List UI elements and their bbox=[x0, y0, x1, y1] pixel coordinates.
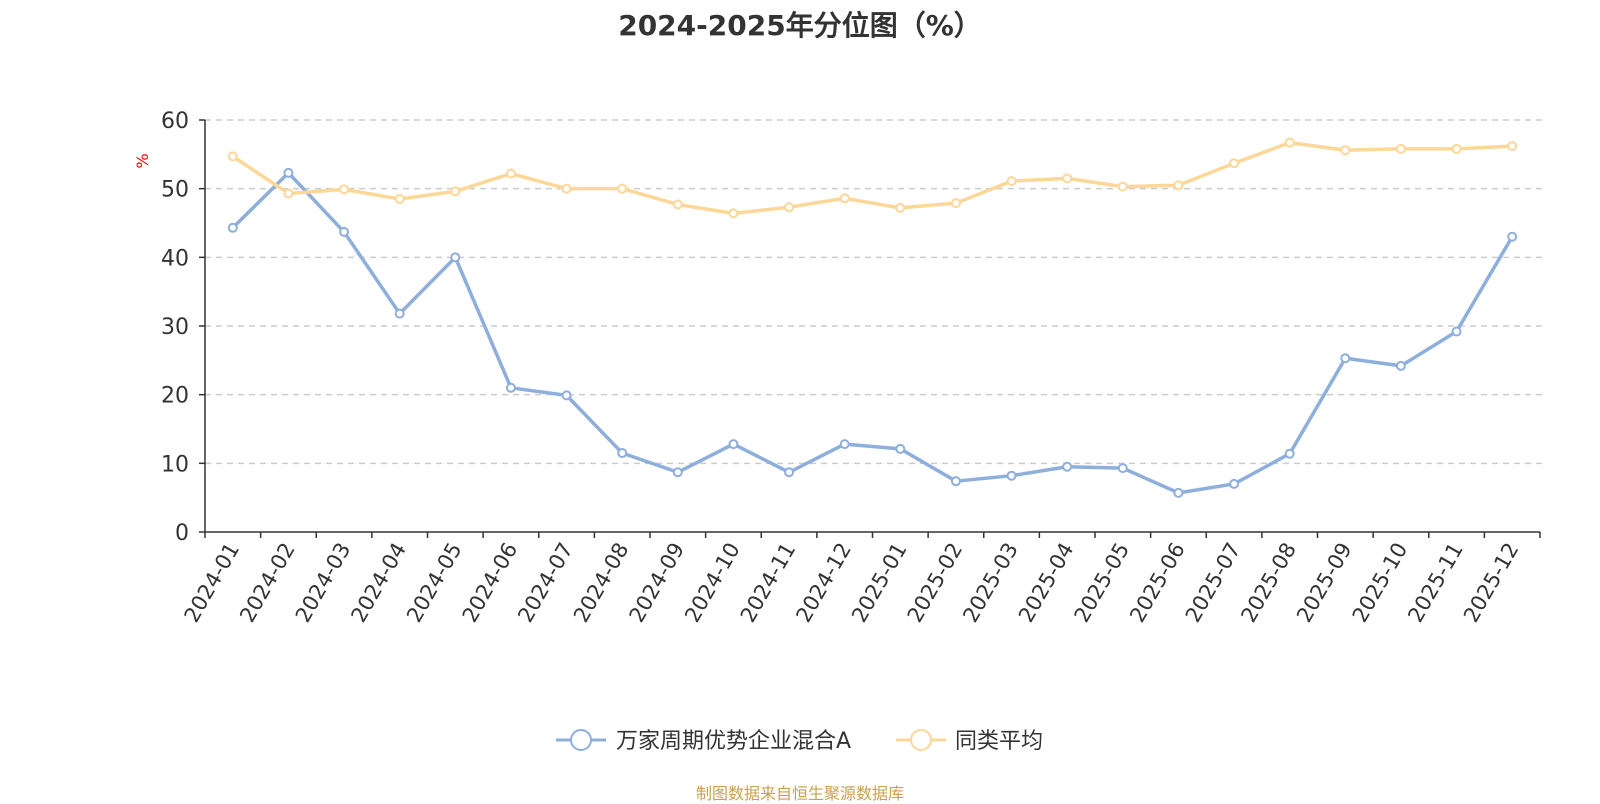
data-point bbox=[283, 188, 294, 199]
data-point bbox=[1229, 158, 1240, 169]
data-point bbox=[617, 448, 628, 459]
data-point bbox=[1451, 326, 1462, 337]
data-point bbox=[672, 199, 683, 210]
data-point bbox=[1451, 143, 1462, 154]
x-tick-label: 2025-05 bbox=[1069, 539, 1134, 627]
y-tick-label: 0 bbox=[175, 521, 189, 546]
data-point bbox=[950, 476, 961, 487]
data-point bbox=[784, 467, 795, 478]
x-tick-label: 2025-06 bbox=[1125, 539, 1190, 627]
data-point bbox=[839, 439, 850, 450]
x-tick-label: 2025-10 bbox=[1348, 539, 1413, 627]
x-tick-label: 2025-11 bbox=[1403, 539, 1468, 627]
y-tick-label: 40 bbox=[161, 246, 189, 271]
data-point bbox=[1395, 360, 1406, 371]
x-tick-label: 2025-09 bbox=[1292, 539, 1357, 627]
x-tick-label: 2025-08 bbox=[1236, 539, 1301, 627]
data-point bbox=[394, 308, 405, 319]
data-point bbox=[1173, 487, 1184, 498]
x-tick-label: 2025-03 bbox=[958, 539, 1023, 627]
data-point bbox=[450, 186, 461, 197]
data-point bbox=[1229, 478, 1240, 489]
y-tick-label: 50 bbox=[161, 178, 189, 203]
data-point bbox=[1507, 141, 1518, 152]
legend-item-0[interactable]: 万家周期优势企业混合A bbox=[556, 729, 851, 754]
y-tick-label: 60 bbox=[161, 109, 189, 134]
x-tick-label: 2024-01 bbox=[179, 539, 244, 627]
x-tick-label: 2024-11 bbox=[736, 539, 801, 627]
data-point bbox=[895, 443, 906, 454]
x-tick-label: 2024-06 bbox=[458, 539, 523, 627]
data-point bbox=[505, 168, 516, 179]
data-point bbox=[895, 202, 906, 213]
x-tick-label: 2024-02 bbox=[235, 539, 300, 627]
data-point bbox=[1340, 145, 1351, 156]
data-point bbox=[1006, 176, 1017, 187]
x-tick-label: 2024-03 bbox=[291, 539, 356, 627]
data-point bbox=[505, 382, 516, 393]
series-line-1 bbox=[231, 140, 1513, 216]
data-point bbox=[1117, 181, 1128, 192]
data-point bbox=[784, 202, 795, 213]
legend-label: 同类平均 bbox=[955, 729, 1043, 754]
legend-item-1[interactable]: 同类平均 bbox=[896, 729, 1043, 754]
legend-label: 万家周期优势企业混合A bbox=[616, 729, 851, 754]
data-point bbox=[617, 183, 628, 194]
x-tick-label: 2024-08 bbox=[569, 539, 634, 627]
y-tick-label: 30 bbox=[161, 315, 189, 340]
x-tick-label: 2024-09 bbox=[624, 539, 689, 627]
data-point bbox=[561, 183, 572, 194]
series-line-0 bbox=[231, 171, 1514, 495]
legend-swatch-marker bbox=[910, 729, 932, 751]
source-note: 制图数据来自恒生聚源数据库 bbox=[695, 784, 904, 803]
grid-layer bbox=[205, 119, 1542, 465]
y-tick-label: 20 bbox=[161, 384, 189, 409]
data-point bbox=[1507, 231, 1518, 242]
series-layer bbox=[227, 137, 1518, 498]
data-point bbox=[1117, 463, 1128, 474]
data-point bbox=[1173, 180, 1184, 191]
data-point bbox=[1284, 448, 1295, 459]
chart-title: 2024-2025年分位图（%） bbox=[618, 9, 982, 42]
data-point bbox=[728, 439, 739, 450]
data-point bbox=[283, 167, 294, 178]
data-point bbox=[227, 222, 238, 233]
data-point bbox=[561, 390, 572, 401]
y-tick-label: 10 bbox=[161, 452, 189, 477]
data-point bbox=[339, 226, 350, 237]
x-tick-label: 2025-01 bbox=[847, 539, 912, 627]
data-point bbox=[1395, 143, 1406, 154]
x-tick-label: 2024-12 bbox=[791, 539, 856, 627]
x-tick-label: 2024-07 bbox=[513, 539, 578, 627]
data-point bbox=[1006, 470, 1017, 481]
data-point bbox=[227, 151, 238, 162]
x-tick-label: 2025-02 bbox=[903, 539, 968, 627]
data-point bbox=[950, 198, 961, 209]
data-point bbox=[339, 184, 350, 195]
x-tick-label: 2025-12 bbox=[1459, 539, 1524, 627]
data-point bbox=[394, 193, 405, 204]
legend-layer[interactable]: 万家周期优势企业混合A 同类平均 bbox=[556, 729, 1043, 754]
y-axis-label: % bbox=[133, 153, 152, 168]
x-tick-label: 2024-05 bbox=[402, 539, 467, 627]
legend-swatch-marker bbox=[570, 729, 592, 751]
data-point bbox=[1284, 137, 1295, 148]
data-point bbox=[839, 193, 850, 204]
data-point bbox=[450, 252, 461, 263]
x-tick-label: 2024-10 bbox=[680, 539, 745, 627]
data-point bbox=[1340, 353, 1351, 364]
x-tick-label: 2025-04 bbox=[1014, 539, 1079, 627]
data-point bbox=[728, 208, 739, 219]
x-tick-label: 2025-07 bbox=[1181, 539, 1246, 627]
data-point bbox=[1062, 173, 1073, 184]
data-point bbox=[672, 467, 683, 478]
x-tick-label: 2024-04 bbox=[346, 539, 411, 627]
data-point bbox=[1062, 461, 1073, 472]
